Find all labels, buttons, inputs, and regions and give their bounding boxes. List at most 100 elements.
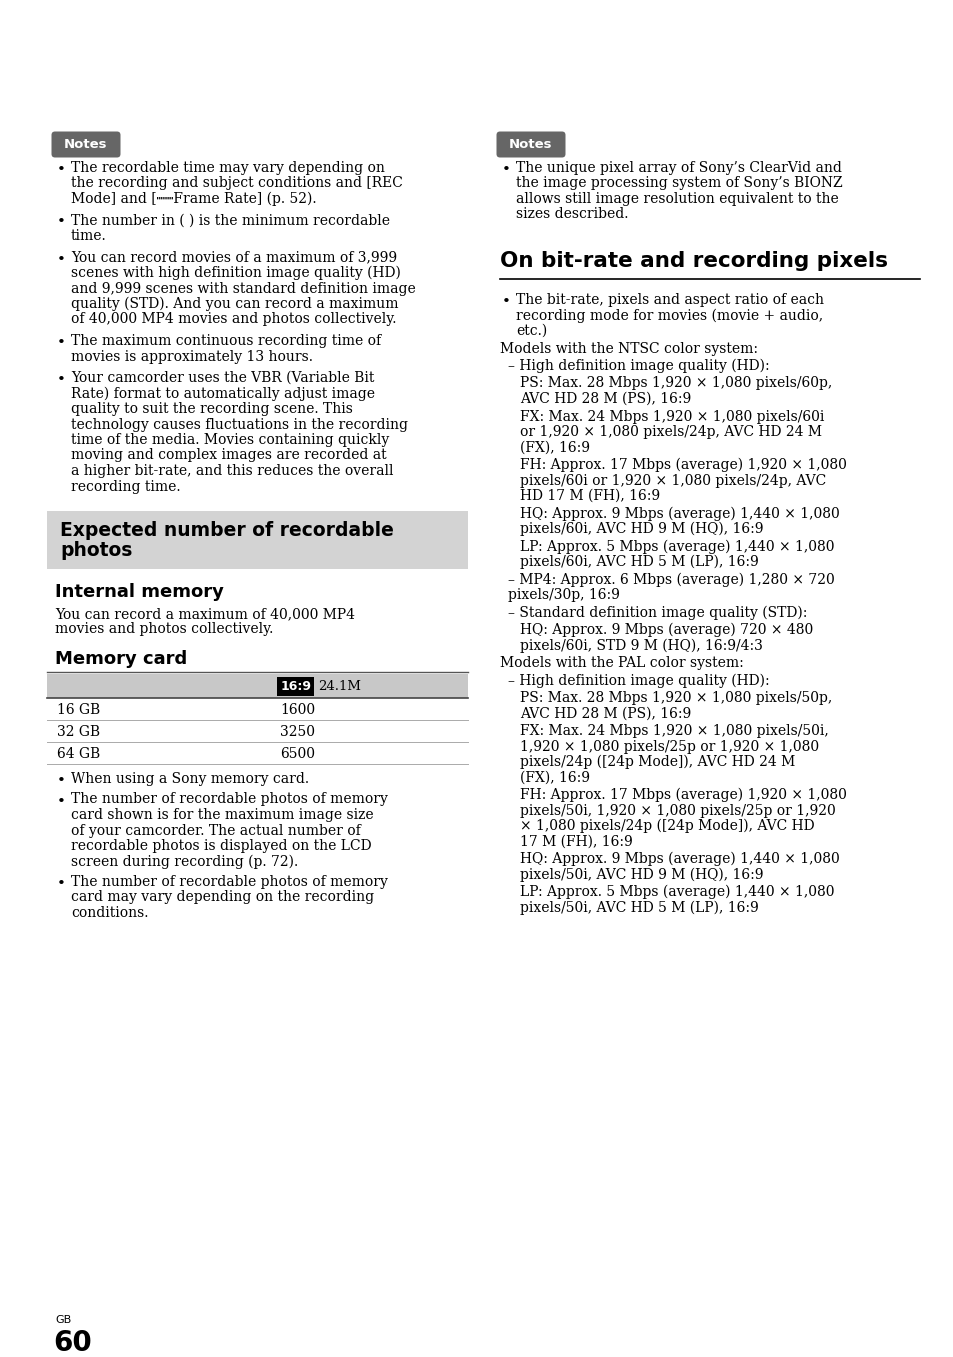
Text: Notes: Notes [509,138,552,151]
Text: HQ: Approx. 9 Mbps (average) 720 × 480: HQ: Approx. 9 Mbps (average) 720 × 480 [519,623,812,638]
Text: pixels/24p ([24p Mode]), AVC HD 24 M: pixels/24p ([24p Mode]), AVC HD 24 M [519,754,795,769]
Text: LP: Approx. 5 Mbps (average) 1,440 × 1,080: LP: Approx. 5 Mbps (average) 1,440 × 1,0… [519,540,834,554]
Text: recording time.: recording time. [71,479,180,494]
Text: •: • [57,373,66,387]
FancyBboxPatch shape [51,132,120,157]
Text: You can record movies of a maximum of 3,999: You can record movies of a maximum of 3,… [71,251,396,265]
Text: or 1,920 × 1,080 pixels/24p, AVC HD 24 M: or 1,920 × 1,080 pixels/24p, AVC HD 24 M [519,425,821,440]
Text: •: • [57,163,66,176]
Text: Notes: Notes [64,138,108,151]
Text: pixels/50i, AVC HD 5 M (LP), 16:9: pixels/50i, AVC HD 5 M (LP), 16:9 [519,901,758,915]
Text: 16 GB: 16 GB [57,703,100,716]
Text: pixels/60i, AVC HD 5 M (LP), 16:9: pixels/60i, AVC HD 5 M (LP), 16:9 [519,555,758,570]
Text: photos: photos [60,541,132,560]
Text: PS: Max. 28 Mbps 1,920 × 1,080 pixels/50p,: PS: Max. 28 Mbps 1,920 × 1,080 pixels/50… [519,691,831,706]
Text: FH: Approx. 17 Mbps (average) 1,920 × 1,080: FH: Approx. 17 Mbps (average) 1,920 × 1,… [519,459,846,472]
Text: recording mode for movies (movie + audio,: recording mode for movies (movie + audio… [516,308,822,323]
FancyBboxPatch shape [496,132,565,157]
Text: The number of recordable photos of memory: The number of recordable photos of memor… [71,875,388,889]
Text: time.: time. [71,229,107,243]
Text: of 40,000 MP4 movies and photos collectively.: of 40,000 MP4 movies and photos collecti… [71,312,396,327]
Text: pixels/60i or 1,920 × 1,080 pixels/24p, AVC: pixels/60i or 1,920 × 1,080 pixels/24p, … [519,474,825,487]
Text: time of the media. Movies containing quickly: time of the media. Movies containing qui… [71,433,389,446]
Text: movies and photos collectively.: movies and photos collectively. [55,623,274,636]
Text: •: • [57,773,66,788]
Text: 16:9: 16:9 [280,680,311,693]
Text: a higher bit-rate, and this reduces the overall: a higher bit-rate, and this reduces the … [71,464,393,478]
Text: scenes with high definition image quality (HD): scenes with high definition image qualit… [71,266,400,281]
Text: 24.1M: 24.1M [317,680,361,693]
Text: AVC HD 28 M (PS), 16:9: AVC HD 28 M (PS), 16:9 [519,707,691,721]
Text: × 1,080 pixels/24p ([24p Mode]), AVC HD: × 1,080 pixels/24p ([24p Mode]), AVC HD [519,820,814,833]
Text: Memory card: Memory card [55,650,187,668]
Text: •: • [57,252,66,266]
Text: card shown is for the maximum image size: card shown is for the maximum image size [71,807,374,822]
Text: pixels/60i, AVC HD 9 M (HQ), 16:9: pixels/60i, AVC HD 9 M (HQ), 16:9 [519,522,762,536]
Text: the image processing system of Sony’s BIONZ: the image processing system of Sony’s BI… [516,176,841,190]
Text: screen during recording (p. 72).: screen during recording (p. 72). [71,855,298,868]
Text: (FX), 16:9: (FX), 16:9 [519,771,589,784]
Text: 60: 60 [53,1329,91,1357]
Text: Rate) format to automatically adjust image: Rate) format to automatically adjust ima… [71,387,375,400]
Text: The number in ( ) is the minimum recordable: The number in ( ) is the minimum recorda… [71,213,390,228]
Text: 1,920 × 1,080 pixels/25p or 1,920 × 1,080: 1,920 × 1,080 pixels/25p or 1,920 × 1,08… [519,740,819,753]
Text: and 9,999 scenes with standard definition image: and 9,999 scenes with standard definitio… [71,281,416,296]
Text: Internal memory: Internal memory [55,584,224,601]
Text: pixels/30p, 16:9: pixels/30p, 16:9 [507,588,619,603]
Text: 32 GB: 32 GB [57,725,100,740]
Text: FX: Max. 24 Mbps 1,920 × 1,080 pixels/50i,: FX: Max. 24 Mbps 1,920 × 1,080 pixels/50… [519,725,828,738]
Text: 3250: 3250 [280,725,314,740]
Text: •: • [501,163,511,176]
Text: etc.): etc.) [516,324,547,338]
Text: – Standard definition image quality (STD):: – Standard definition image quality (STD… [507,605,806,620]
Text: movies is approximately 13 hours.: movies is approximately 13 hours. [71,350,313,364]
Text: •: • [501,294,511,309]
Text: conditions.: conditions. [71,906,149,920]
Text: of your camcorder. The actual number of: of your camcorder. The actual number of [71,824,360,837]
Text: pixels/50i, 1,920 × 1,080 pixels/25p or 1,920: pixels/50i, 1,920 × 1,080 pixels/25p or … [519,803,835,817]
Text: When using a Sony memory card.: When using a Sony memory card. [71,772,309,786]
Text: quality to suit the recording scene. This: quality to suit the recording scene. Thi… [71,402,353,417]
Text: Your camcorder uses the VBR (Variable Bit: Your camcorder uses the VBR (Variable Bi… [71,370,374,385]
FancyBboxPatch shape [276,677,314,696]
FancyBboxPatch shape [47,674,468,697]
Text: Models with the PAL color system:: Models with the PAL color system: [499,655,743,670]
Text: The maximum continuous recording time of: The maximum continuous recording time of [71,334,381,347]
Text: HD 17 M (FH), 16:9: HD 17 M (FH), 16:9 [519,489,659,503]
Text: The unique pixel array of Sony’s ClearVid and: The unique pixel array of Sony’s ClearVi… [516,161,841,175]
Text: •: • [57,794,66,809]
Text: – High definition image quality (HD):: – High definition image quality (HD): [507,360,769,373]
Text: 17 M (FH), 16:9: 17 M (FH), 16:9 [519,835,632,848]
Text: – MP4: Approx. 6 Mbps (average) 1,280 × 720: – MP4: Approx. 6 Mbps (average) 1,280 × … [507,573,834,586]
Text: 1600: 1600 [280,703,314,716]
Text: The number of recordable photos of memory: The number of recordable photos of memor… [71,792,388,806]
Text: sizes described.: sizes described. [516,208,628,221]
Text: 6500: 6500 [280,746,314,761]
Text: Models with the NTSC color system:: Models with the NTSC color system: [499,342,758,356]
Text: The recordable time may vary depending on: The recordable time may vary depending o… [71,161,384,175]
Text: GB: GB [55,1315,71,1324]
Text: FH: Approx. 17 Mbps (average) 1,920 × 1,080: FH: Approx. 17 Mbps (average) 1,920 × 1,… [519,788,846,802]
Text: PS: Max. 28 Mbps 1,920 × 1,080 pixels/60p,: PS: Max. 28 Mbps 1,920 × 1,080 pixels/60… [519,376,831,391]
Text: – High definition image quality (HD):: – High definition image quality (HD): [507,673,769,688]
Text: quality (STD). And you can record a maximum: quality (STD). And you can record a maxi… [71,297,398,311]
Text: HQ: Approx. 9 Mbps (average) 1,440 × 1,080: HQ: Approx. 9 Mbps (average) 1,440 × 1,0… [519,506,839,521]
Text: moving and complex images are recorded at: moving and complex images are recorded a… [71,449,386,463]
Text: pixels/60i, STD 9 M (HQ), 16:9/4:3: pixels/60i, STD 9 M (HQ), 16:9/4:3 [519,639,762,653]
Text: the recording and subject conditions and [REC: the recording and subject conditions and… [71,176,402,190]
Text: •: • [57,337,66,350]
Text: AVC HD 28 M (PS), 16:9: AVC HD 28 M (PS), 16:9 [519,392,691,406]
Text: Mode] and [┉┉Frame Rate] (p. 52).: Mode] and [┉┉Frame Rate] (p. 52). [71,191,316,206]
FancyBboxPatch shape [47,512,468,569]
Text: •: • [57,877,66,892]
Text: (FX), 16:9: (FX), 16:9 [519,441,589,455]
Text: pixels/50i, AVC HD 9 M (HQ), 16:9: pixels/50i, AVC HD 9 M (HQ), 16:9 [519,867,762,882]
Text: card may vary depending on the recording: card may vary depending on the recording [71,890,374,905]
Text: allows still image resolution equivalent to the: allows still image resolution equivalent… [516,191,838,206]
Text: On bit-rate and recording pixels: On bit-rate and recording pixels [499,251,887,271]
Text: Expected number of recordable: Expected number of recordable [60,521,394,540]
Text: technology causes fluctuations in the recording: technology causes fluctuations in the re… [71,418,408,432]
Text: You can record a maximum of 40,000 MP4: You can record a maximum of 40,000 MP4 [55,607,355,622]
Text: recordable photos is displayed on the LCD: recordable photos is displayed on the LC… [71,839,372,854]
Text: LP: Approx. 5 Mbps (average) 1,440 × 1,080: LP: Approx. 5 Mbps (average) 1,440 × 1,0… [519,885,834,900]
